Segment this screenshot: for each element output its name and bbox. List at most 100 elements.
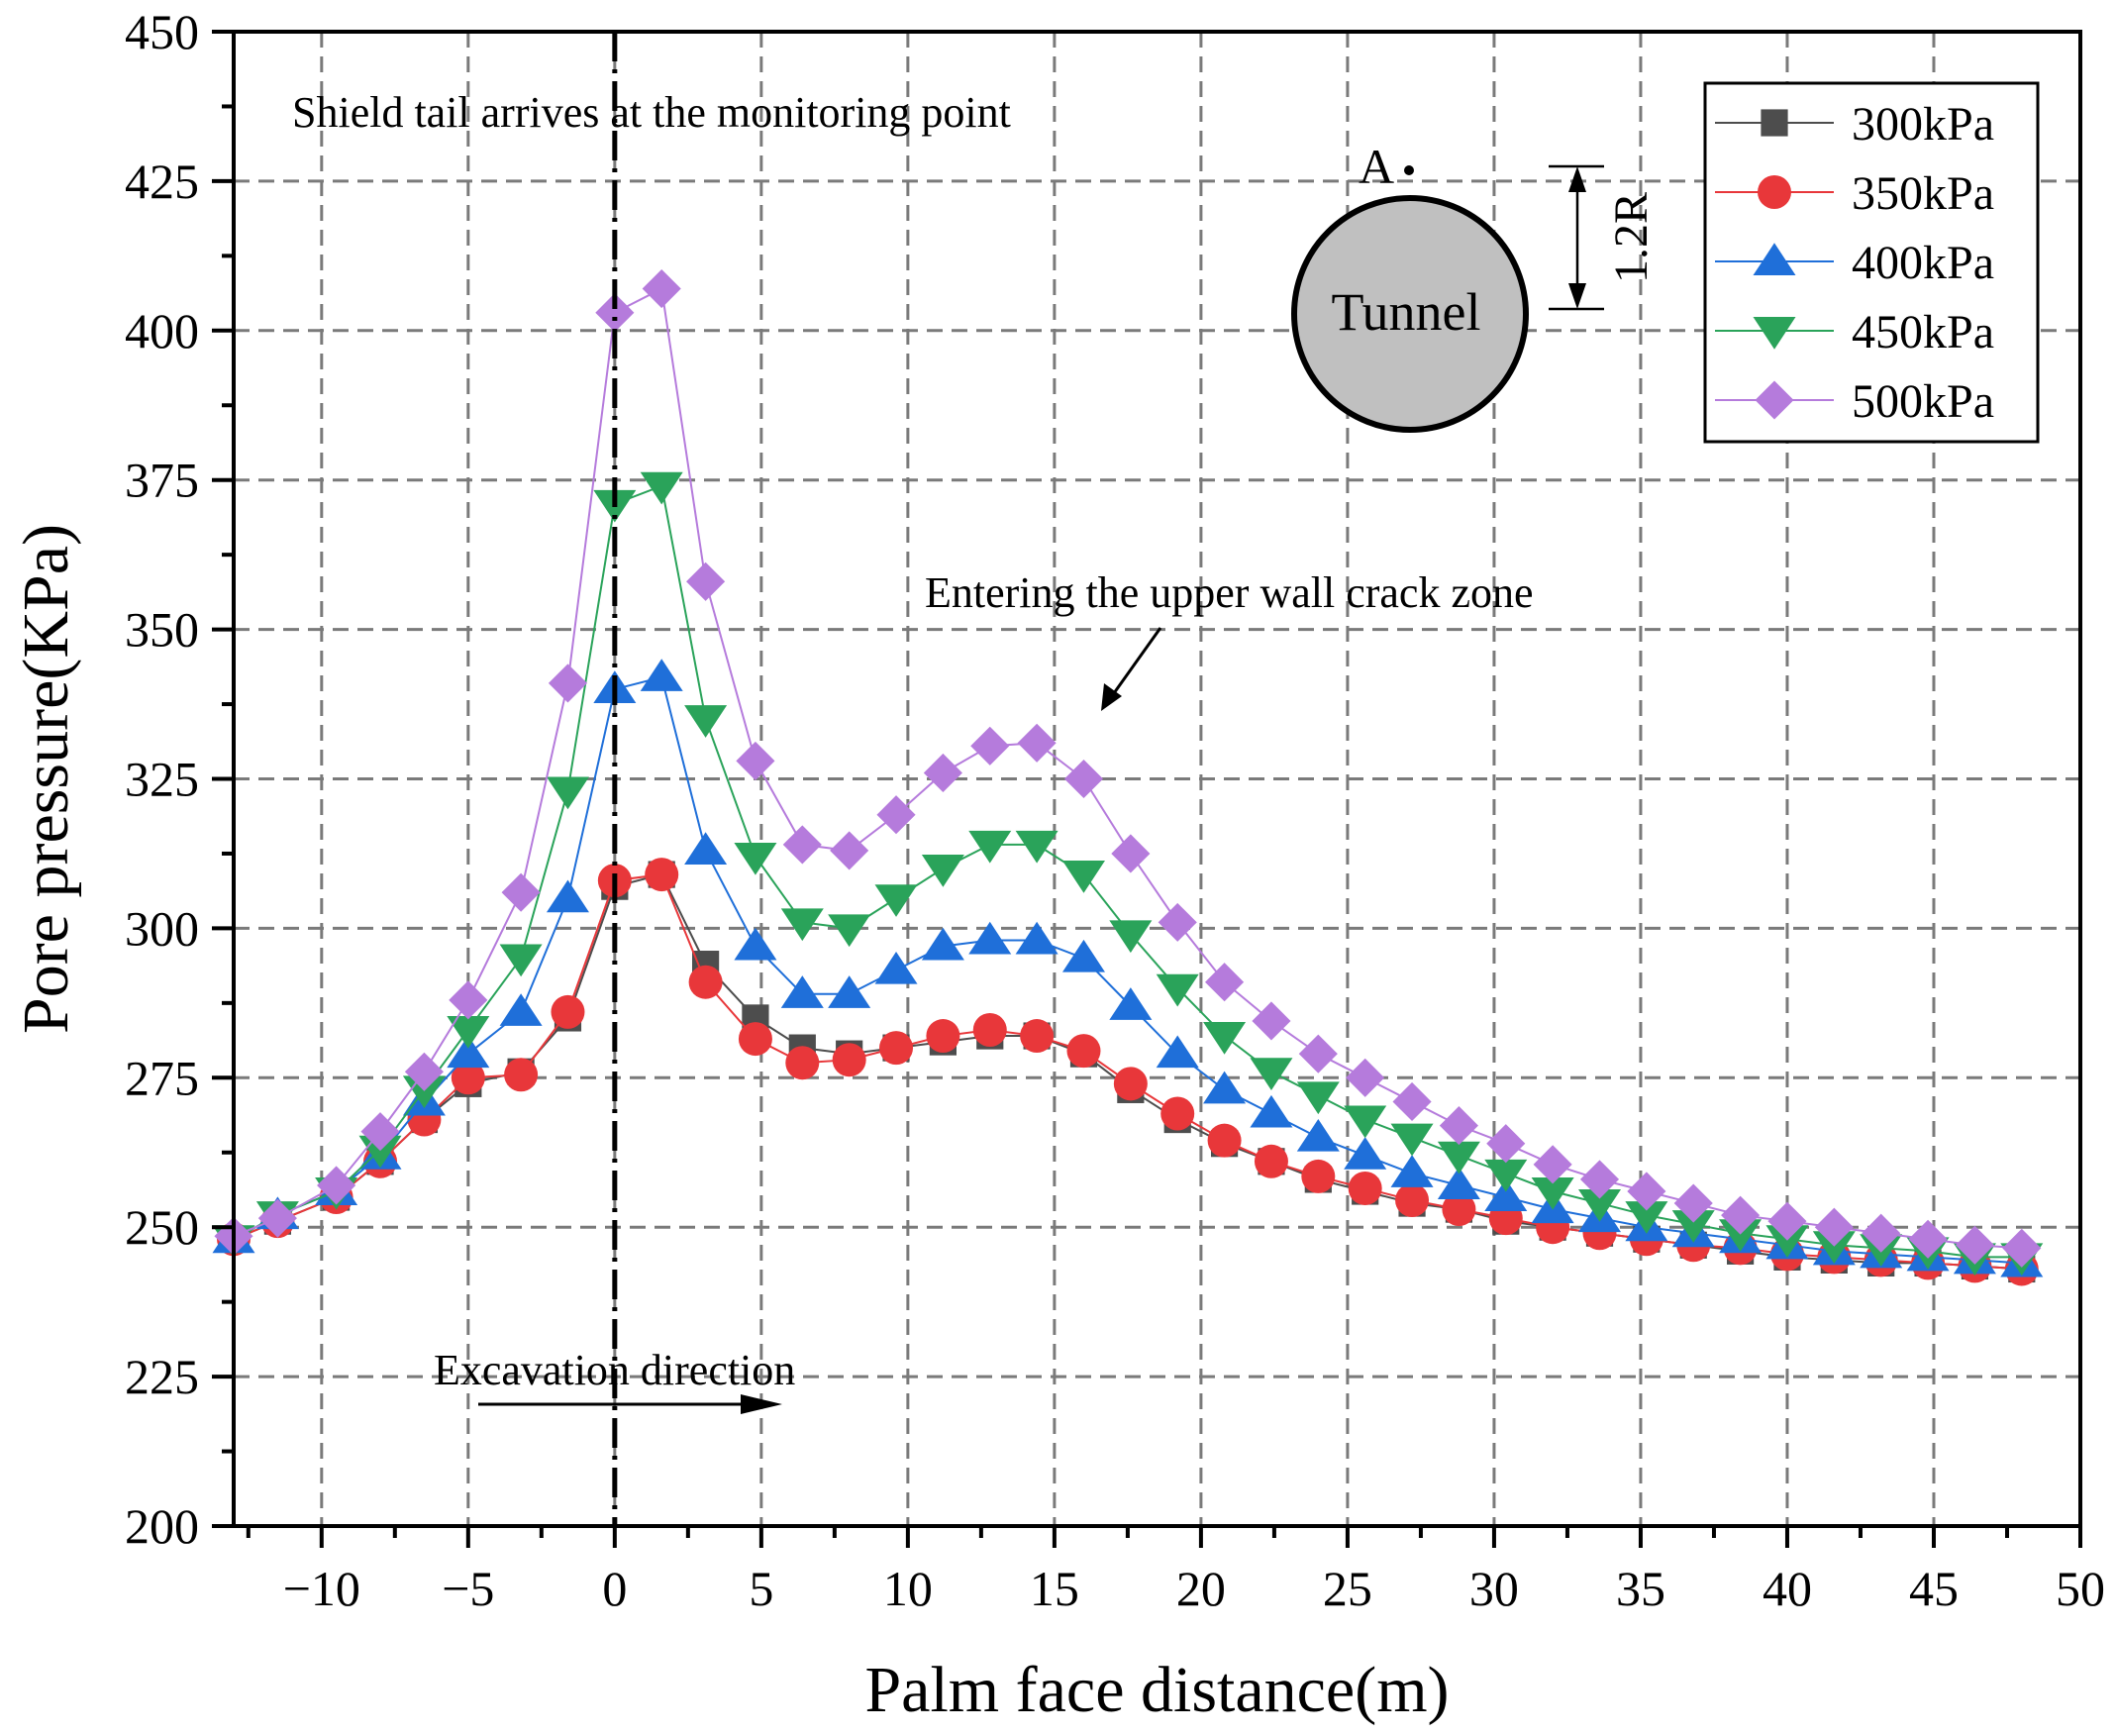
data-point-450kPa [734,842,777,875]
data-point-400kPa [1061,939,1105,972]
data-point-450kPa [1812,1231,1856,1265]
data-point-400kPa [640,659,683,691]
data-point-500kPa [1063,759,1104,799]
axes: −10 −5 0 5 10 15 20 25 30 35 40 45 50 200 225 250 275 300… [10,4,2105,1726]
y-tick-label: 350 [125,602,199,658]
data-point-500kPa [2002,1228,2042,1268]
y-tick-label: 200 [125,1498,199,1554]
data-point-500kPa [1955,1225,1994,1265]
data-point-400kPa [828,975,871,1008]
data-point-500kPa [449,980,488,1020]
data-point-350kPa [1066,1034,1101,1069]
data-point-450kPa [780,908,824,942]
excavation-arrow-head [741,1394,782,1414]
data-point-500kPa [642,268,681,309]
legend: 300kPa 350kPa 400kPa 450kPa 500kPa [1703,81,2040,444]
data-point-500kPa [1252,1001,1291,1041]
data-point-500kPa [1673,1183,1713,1223]
data-point-500kPa [404,1052,444,1091]
data-point-400kPa [447,1035,490,1069]
data-point-500kPa [595,293,635,333]
data-point-500kPa [1439,1106,1478,1146]
data-point-450kPa [1671,1210,1715,1243]
data-point-500kPa [782,825,822,865]
data-point-500kPa [1862,1213,1901,1253]
data-point-350kPa [1395,1183,1430,1218]
legend-marker [1758,175,1791,209]
data-point-450kPa [684,705,728,738]
legend-label: 500kPa [1852,375,1994,428]
data-point-400kPa [684,832,728,865]
data-point-350kPa [1442,1192,1476,1227]
data-point-350kPa [879,1031,914,1066]
y-axis-label: Pore pressure(KPa) [10,524,82,1034]
data-point-450kPa [1531,1176,1574,1210]
legend-entry-500kPa: 500kPa [1715,375,1994,428]
data-point-450kPa [1061,861,1105,893]
data-point-500kPa [1111,834,1151,873]
legend-entry-300kPa: 300kPa [1715,98,1994,151]
data-point-450kPa [640,471,683,505]
legend-label: 350kPa [1852,167,1994,220]
y-tick-label: 250 [125,1199,199,1255]
data-point-450kPa [968,830,1012,864]
data-point-450kPa [1765,1225,1809,1258]
data-point-350kPa [832,1043,866,1077]
tunnel-label: Tunnel [1331,282,1480,342]
y-tick-label: 225 [125,1349,199,1404]
x-tick-label: 30 [1469,1561,1519,1616]
data-point-500kPa [1205,963,1245,1002]
data-point-500kPa [317,1166,356,1205]
data-point-350kPa [688,965,723,999]
data-point-450kPa [1390,1123,1434,1157]
data-point-400kPa [874,951,918,984]
data-point-500kPa [257,1198,297,1238]
data-point-500kPa [1579,1160,1620,1199]
crack-zone-arrow-shaft [1112,627,1162,694]
data-point-350kPa [504,1058,539,1092]
data-point-500kPa [736,741,775,780]
x-tick-label: 50 [2056,1561,2105,1616]
shield-tail-annotation: Shield tail arrives at the monitoring po… [292,88,1011,137]
annotations: Shield tail arrives at the monitoring po… [292,32,1658,1526]
data-point-400kPa [1390,1155,1434,1187]
tunnel-circle [1291,195,1529,433]
data-point-500kPa [686,562,726,601]
data-point-500kPa [1627,1172,1666,1211]
series-500kPa [214,268,2042,1268]
x-tick-label: 20 [1176,1561,1226,1616]
data-point-450kPa [1296,1081,1340,1115]
data-point-500kPa [1017,723,1057,763]
excavation-annotation: Excavation direction [434,1346,795,1394]
legend-marker [1753,316,1796,350]
data-point-350kPa [738,1022,772,1057]
data-point-450kPa [1578,1189,1622,1222]
data-point-500kPa [1346,1058,1385,1097]
data-point-350kPa [551,994,585,1029]
legend-marker [1761,109,1788,137]
data-point-350kPa [451,1061,485,1095]
y-tick-label: 375 [125,453,199,508]
distance-label: 1.2R [1605,192,1658,283]
point-a-label: A [1359,139,1394,194]
data-point-350kPa [1348,1171,1382,1205]
x-tick-label: 35 [1616,1561,1665,1616]
x-tick-label: 0 [602,1561,627,1616]
y-tick-label: 300 [125,900,199,956]
data-point-450kPa [1156,973,1199,1007]
data-point-500kPa [501,872,541,912]
data-point-450kPa [499,944,543,977]
data-point-450kPa [1719,1219,1763,1252]
data-point-500kPa [1533,1145,1572,1184]
x-tick-label: 15 [1030,1561,1079,1616]
legend-entry-450kPa: 450kPa [1715,306,1994,358]
data-point-450kPa [1015,830,1058,864]
data-point-500kPa [923,753,962,793]
data-point-400kPa [1437,1167,1480,1199]
data-point-450kPa [546,776,589,810]
data-point-450kPa [1437,1141,1480,1174]
x-tick-label: 5 [749,1561,773,1616]
legend-entry-400kPa: 400kPa [1715,237,1994,289]
legend-marker [1753,243,1796,276]
